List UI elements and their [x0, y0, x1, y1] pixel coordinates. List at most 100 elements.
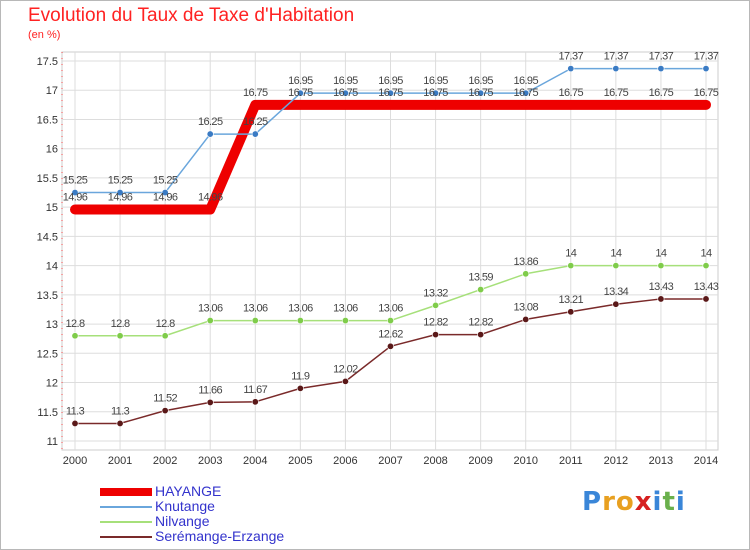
data-label: 16.25 [198, 116, 223, 128]
data-label: 13.21 [559, 294, 584, 306]
data-point [161, 189, 169, 197]
data-point [432, 331, 440, 339]
data-label: 17.37 [604, 51, 629, 63]
x-tick-label: 2013 [649, 455, 673, 467]
data-point [567, 308, 575, 316]
legend-swatch [100, 506, 152, 508]
data-label: 13.86 [513, 256, 538, 268]
data-label: 12.02 [333, 363, 358, 375]
data-label: 16.75 [468, 87, 493, 99]
x-tick-label: 2010 [513, 455, 537, 467]
data-label: 12.82 [423, 317, 448, 329]
data-label: 16.75 [288, 87, 313, 99]
data-label: 11.3 [111, 405, 130, 417]
legend-swatch [100, 521, 152, 523]
data-label: 14 [610, 248, 622, 260]
data-label: 11.3 [66, 405, 85, 417]
x-tick-label: 2002 [153, 455, 177, 467]
data-label: 14.96 [153, 191, 178, 203]
data-label: 16.25 [243, 116, 268, 128]
data-point [432, 89, 440, 97]
data-point [71, 419, 79, 427]
data-point [116, 332, 124, 340]
data-label: 16.75 [333, 87, 358, 99]
data-label: 13.06 [243, 303, 268, 315]
logo-letter: r [602, 487, 616, 517]
data-point [251, 130, 259, 138]
y-tick-label: 11.5 [37, 407, 58, 419]
data-point [657, 295, 665, 303]
data-point [702, 65, 710, 73]
data-point [296, 89, 304, 97]
data-label: 11.67 [243, 384, 267, 396]
data-label: 11.66 [198, 384, 222, 396]
data-point [341, 89, 349, 97]
y-tick-label: 17.5 [37, 56, 58, 68]
data-label: 17.37 [559, 51, 584, 63]
y-tick-label: 11 [47, 436, 58, 448]
logo-letter: t [662, 487, 676, 517]
data-point [657, 65, 665, 73]
data-point [206, 398, 214, 406]
data-point [161, 407, 169, 415]
y-tick-label: 14 [46, 261, 58, 273]
data-label: 14 [700, 248, 712, 260]
data-label: 15.25 [153, 175, 178, 187]
y-tick-label: 12 [46, 378, 58, 390]
y-tick-label: 13 [46, 319, 58, 331]
legend-label: Serémange-Erzange [155, 528, 285, 544]
data-point [116, 419, 124, 427]
data-label: 16.75 [604, 87, 629, 99]
data-label: 14.96 [63, 191, 88, 203]
data-label: 12.8 [65, 318, 84, 330]
logo-letter: x [634, 487, 653, 517]
logo-letter: i [675, 487, 686, 517]
data-label: 16.75 [559, 87, 584, 99]
data-point [206, 317, 214, 325]
data-label: 16.75 [423, 87, 448, 99]
data-point [612, 300, 620, 308]
x-tick-label: 2006 [333, 455, 357, 467]
data-label: 12.82 [468, 317, 493, 329]
data-label: 15.25 [108, 175, 133, 187]
data-label: 13.32 [423, 287, 448, 299]
x-tick-label: 2000 [63, 455, 87, 467]
data-point [386, 89, 394, 97]
data-point [341, 377, 349, 385]
data-point [386, 342, 394, 350]
data-point [296, 317, 304, 325]
data-label: 13.06 [378, 303, 403, 315]
data-label: 15.25 [63, 175, 88, 187]
data-point [296, 384, 304, 392]
x-tick-label: 2001 [108, 455, 132, 467]
data-label: 13.34 [604, 286, 629, 298]
logo-letter: i [652, 487, 663, 517]
data-label: 13.06 [288, 303, 313, 315]
proxiti-logo: Proxiti [582, 487, 686, 517]
data-point [612, 65, 620, 73]
data-label: 13.43 [649, 281, 674, 293]
data-label: 16.75 [378, 87, 403, 99]
y-tick-label: 15.5 [37, 173, 58, 185]
data-point [341, 317, 349, 325]
data-label: 16.95 [378, 75, 403, 87]
x-tick-label: 2007 [378, 455, 402, 467]
data-label: 16.95 [423, 75, 448, 87]
data-point [251, 317, 259, 325]
data-point [71, 332, 79, 340]
data-point [522, 270, 530, 278]
data-label: 11.52 [153, 393, 177, 405]
data-point [702, 295, 710, 303]
y-tick-label: 16.5 [37, 114, 58, 126]
data-label: 11.9 [291, 370, 310, 382]
legend-swatch [100, 488, 152, 496]
x-tick-label: 2005 [288, 455, 312, 467]
data-label: 13.43 [694, 281, 719, 293]
y-tick-label: 15 [46, 202, 58, 214]
data-label: 12.8 [111, 318, 130, 330]
x-tick-label: 2009 [468, 455, 492, 467]
chart-subtitle: (en %) [28, 29, 61, 41]
y-tick-label: 17 [46, 85, 58, 97]
x-tick-label: 2003 [198, 455, 222, 467]
